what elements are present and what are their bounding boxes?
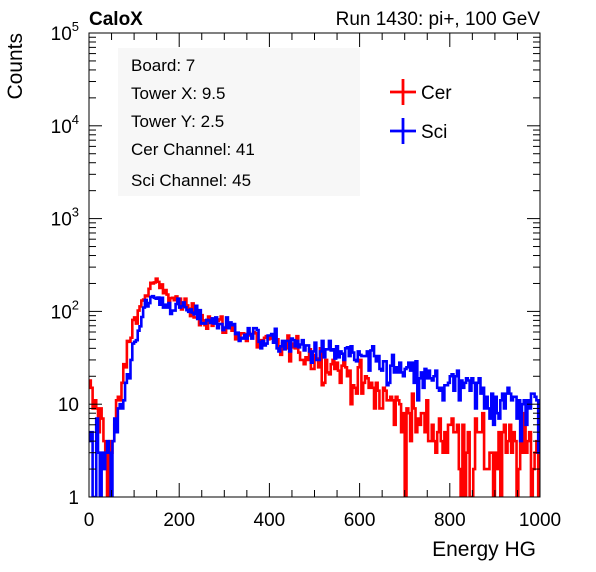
series-sci-histogram bbox=[89, 294, 540, 497]
x-tick-label: 400 bbox=[254, 510, 286, 531]
info-line-sci-channel: Sci Channel: 45 bbox=[131, 171, 251, 190]
x-tick-label: 200 bbox=[163, 510, 195, 531]
y-tick-label: 10 bbox=[58, 395, 79, 416]
legend-label: Sci bbox=[421, 122, 447, 143]
y-tick-label: 104 bbox=[51, 112, 79, 138]
brand-label: CaloX bbox=[89, 9, 143, 30]
x-tick-label: 600 bbox=[344, 510, 376, 531]
legend-label: Cer bbox=[421, 83, 452, 104]
x-tick-label: 0 bbox=[84, 510, 95, 531]
x-tick-label: 800 bbox=[434, 510, 466, 531]
series-cer-histogram bbox=[89, 277, 540, 497]
run-info-label: Run 1430: pi+, 100 GeV bbox=[336, 9, 541, 30]
x-axis-title: Energy HG bbox=[432, 538, 536, 561]
info-line-tower-y: Tower Y: 2.5 bbox=[131, 112, 224, 131]
y-axis-title: Counts bbox=[4, 33, 27, 100]
x-tick-label: 1000 bbox=[519, 510, 561, 531]
y-tick-label: 105 bbox=[51, 19, 79, 45]
legend-item-sci: Sci bbox=[390, 118, 447, 144]
info-box: Board: 7 Tower X: 9.5 Tower Y: 2.5 Cer C… bbox=[118, 48, 360, 196]
y-tick-label: 1 bbox=[68, 488, 79, 509]
y-tick-label: 103 bbox=[51, 205, 79, 231]
info-line-board: Board: 7 bbox=[131, 56, 195, 75]
legend-item-cer: Cer bbox=[390, 79, 452, 105]
info-line-cer-channel: Cer Channel: 41 bbox=[131, 140, 255, 159]
info-line-tower-x: Tower X: 9.5 bbox=[131, 84, 226, 103]
y-tick-label: 102 bbox=[51, 297, 79, 323]
